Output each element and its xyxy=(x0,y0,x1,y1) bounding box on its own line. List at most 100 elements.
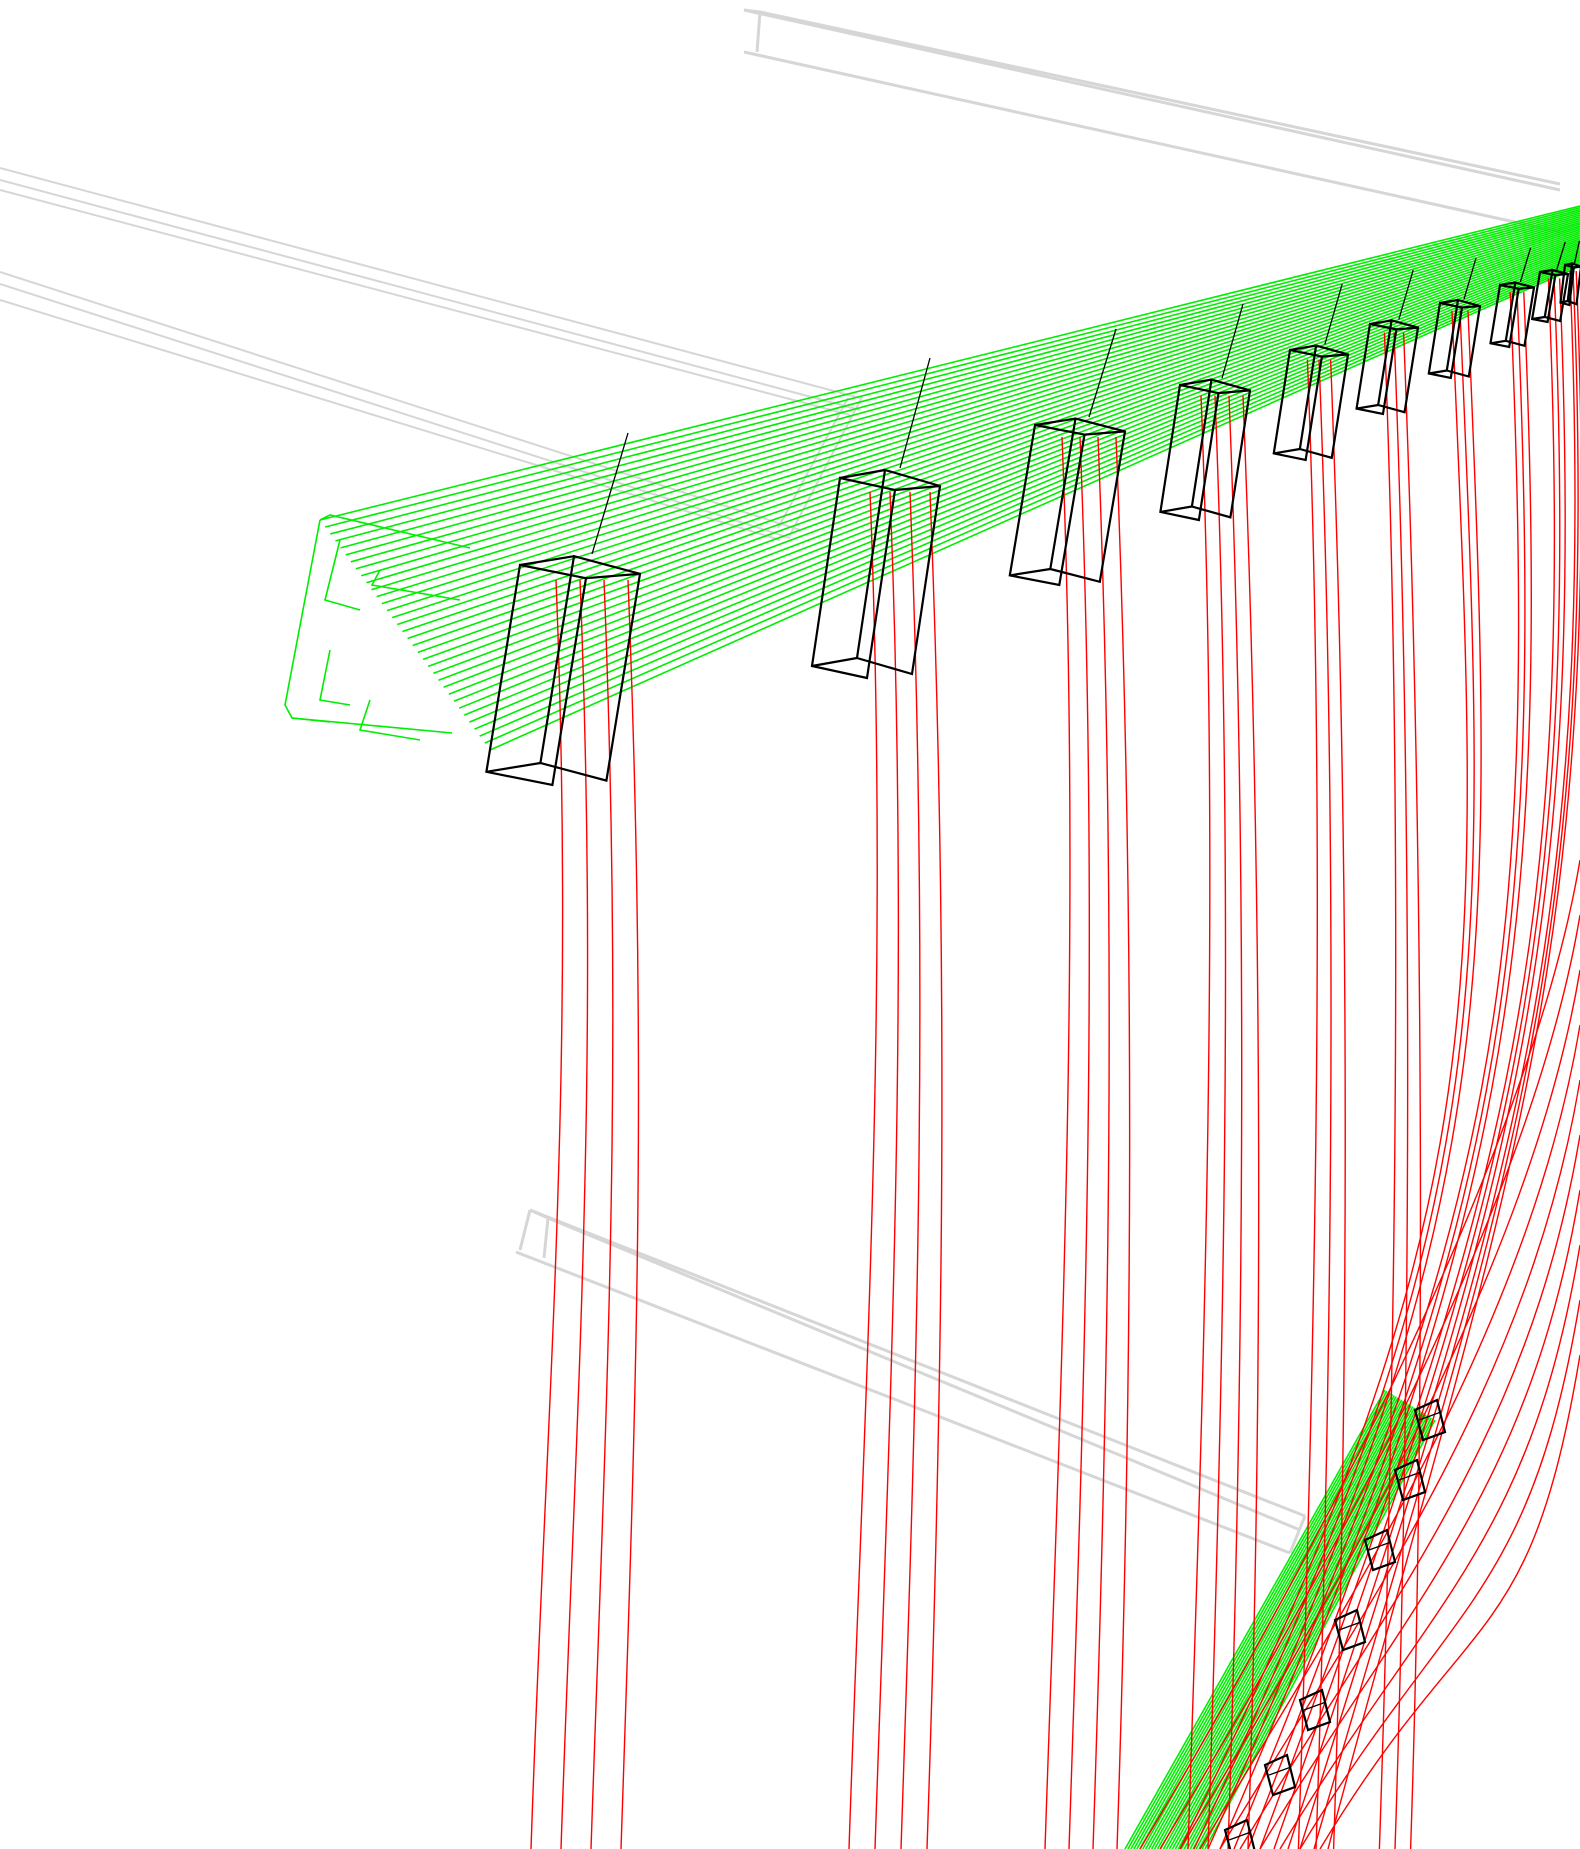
bracket-lower xyxy=(1413,1398,1447,1442)
bracket-upper xyxy=(810,357,942,680)
cable xyxy=(1327,270,1580,1849)
bracket-frame-back xyxy=(539,554,642,782)
bracket-frame xyxy=(1413,1398,1447,1442)
cable xyxy=(1378,332,1397,1849)
tray-line-upper xyxy=(381,227,1580,605)
cable-bundle xyxy=(530,270,1580,1849)
bracket-frame xyxy=(1298,1688,1332,1732)
bracket-frame-back xyxy=(1504,281,1536,348)
cable xyxy=(1242,395,1260,1849)
bracket-edge xyxy=(1555,272,1569,277)
bracket-edge xyxy=(1490,339,1506,345)
tray-line-upper xyxy=(433,245,1580,675)
bracket-edge xyxy=(1531,315,1545,321)
bracket-frame xyxy=(1355,322,1398,416)
tray-line-lower xyxy=(1195,1416,1431,1849)
bracket-edge xyxy=(1461,304,1481,309)
tray-line-upper xyxy=(360,219,1580,577)
bracket-edge xyxy=(1084,430,1126,436)
hanger-rod xyxy=(1324,283,1343,345)
bracket-edge xyxy=(1539,268,1553,274)
bracket-edge xyxy=(1560,299,1568,304)
bracket-edge xyxy=(1518,286,1535,290)
tray-line-upper xyxy=(453,252,1580,702)
cable xyxy=(620,579,640,1849)
hanger-rod xyxy=(1088,328,1117,418)
cable xyxy=(1092,436,1110,1849)
bracket-edge xyxy=(1428,369,1447,375)
cable xyxy=(1179,969,1580,1849)
bracket-edge xyxy=(1009,567,1051,577)
hanger-rod xyxy=(1398,269,1414,320)
cable xyxy=(848,491,878,1849)
tray-line-lower xyxy=(1156,1401,1407,1849)
tray-line-upper xyxy=(407,236,1580,640)
tray-line-upper xyxy=(324,207,1580,528)
bracket-edge xyxy=(839,468,886,480)
bracket-lower xyxy=(1363,1528,1397,1572)
tray-line-upper xyxy=(391,230,1580,619)
tray-line-lower xyxy=(1180,1410,1421,1849)
bracket-edge xyxy=(1268,1766,1292,1776)
bracket-frame-back xyxy=(1376,319,1420,414)
cable xyxy=(1219,1079,1580,1849)
cable xyxy=(1319,1354,1580,1849)
bracket-frame xyxy=(1393,1458,1427,1502)
tray-line-upper xyxy=(371,223,1580,591)
cable xyxy=(1239,1134,1580,1849)
bracket-lower xyxy=(1393,1458,1427,1502)
bracket-frame xyxy=(1272,348,1324,462)
cable xyxy=(1068,436,1091,1849)
tray-line-upper xyxy=(335,210,1580,542)
bracket-edge xyxy=(1034,417,1076,427)
tray-line-upper xyxy=(376,225,1580,598)
cable xyxy=(1139,859,1580,1849)
cable xyxy=(1115,436,1131,1849)
tray-line-lower xyxy=(1150,1399,1403,1849)
cable-tray-upper xyxy=(319,205,1580,751)
bracket-upper xyxy=(1530,241,1570,324)
cable xyxy=(560,579,589,1849)
cable xyxy=(1219,292,1520,1849)
bracket-edge xyxy=(1398,1471,1422,1481)
tray-line-upper xyxy=(386,228,1580,612)
cable xyxy=(1299,1299,1580,1849)
tray-line-upper xyxy=(340,212,1580,549)
tray-line-upper xyxy=(319,205,1580,521)
ghost-rail-top-right xyxy=(743,8,1561,234)
tray-line-upper xyxy=(412,237,1580,647)
cable xyxy=(1393,332,1409,1849)
bracket-frame-back xyxy=(1566,261,1580,306)
tray-line-upper xyxy=(479,261,1580,737)
tray-line-upper xyxy=(484,263,1580,744)
bracket-edge xyxy=(585,572,641,580)
ghost-rail-upper-left xyxy=(0,167,863,541)
bracket-upper xyxy=(1559,240,1580,307)
cable xyxy=(590,579,614,1849)
bracket-upper xyxy=(1272,283,1350,462)
bracket-lower xyxy=(1223,1818,1256,1849)
hanger-rod xyxy=(1519,247,1532,283)
cable xyxy=(1044,436,1071,1849)
bracket-frame-back xyxy=(855,468,942,676)
tray-line-upper xyxy=(355,217,1580,570)
bracket-frame xyxy=(1333,1608,1367,1652)
hanger-rod xyxy=(899,357,931,469)
tray-line-upper xyxy=(422,241,1580,661)
bracket-edge xyxy=(1356,403,1379,410)
tray-end-profile xyxy=(284,514,471,741)
bracket-frame xyxy=(1363,1528,1397,1572)
bracket-edge xyxy=(1369,319,1392,326)
bracket-edge xyxy=(1289,344,1317,352)
bracket-edge xyxy=(1273,447,1301,455)
bracket-upper xyxy=(485,432,642,787)
cable xyxy=(1233,292,1526,1849)
bracket-edge xyxy=(1573,265,1580,269)
tray-line-lower xyxy=(1130,1391,1390,1849)
bracket-edge xyxy=(1179,378,1212,387)
cable xyxy=(1159,914,1580,1849)
cable xyxy=(926,491,943,1849)
bracket-edge xyxy=(519,555,575,567)
bracket-edge xyxy=(1439,298,1459,305)
